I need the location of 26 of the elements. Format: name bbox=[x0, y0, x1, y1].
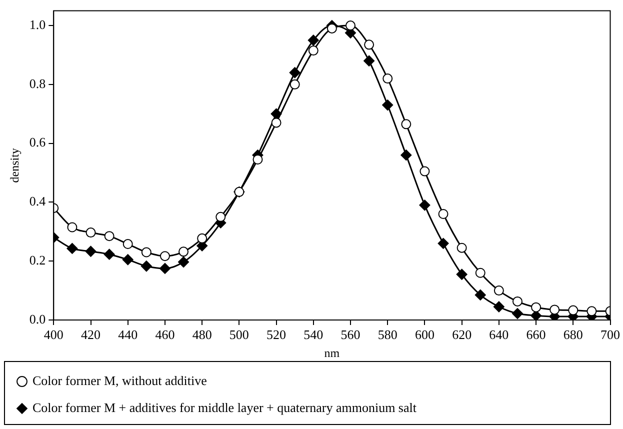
x-axis-title: nm bbox=[324, 346, 340, 360]
x-tick-label: 660 bbox=[526, 327, 546, 342]
x-tick-label: 480 bbox=[192, 327, 212, 342]
x-tick-label: 620 bbox=[452, 327, 472, 342]
y-tick-label: 1.0 bbox=[29, 16, 46, 32]
legend-label: Color former M + additives for middle layer + quaternary ammonium salt bbox=[32, 400, 417, 415]
x-tick-label: 420 bbox=[81, 327, 101, 342]
y-axis-title: density bbox=[7, 148, 22, 183]
x-tick-label: 500 bbox=[229, 327, 249, 342]
x-tick-label: 640 bbox=[489, 327, 509, 342]
y-tick-label: 0.0 bbox=[29, 311, 46, 326]
y-tick-label: 0.2 bbox=[29, 252, 46, 268]
y-tick-label: 0.6 bbox=[29, 134, 46, 150]
x-tick-label: 540 bbox=[304, 327, 324, 342]
x-tick-label: 460 bbox=[155, 327, 175, 342]
y-tick-label: 0.4 bbox=[29, 194, 46, 209]
y-tick-label: 0.8 bbox=[29, 76, 46, 91]
x-tick-label: 560 bbox=[340, 327, 360, 342]
legend-label: Color former M, without additive bbox=[32, 372, 208, 388]
x-tick-label: 700 bbox=[600, 327, 620, 342]
x-tick-label: 440 bbox=[118, 327, 138, 342]
x-tick-label: 680 bbox=[563, 327, 583, 342]
x-tick-label: 400 bbox=[44, 327, 64, 342]
x-tick-label: 520 bbox=[266, 327, 286, 342]
x-tick-label: 580 bbox=[378, 327, 398, 342]
x-tick-label: 600 bbox=[414, 327, 434, 342]
